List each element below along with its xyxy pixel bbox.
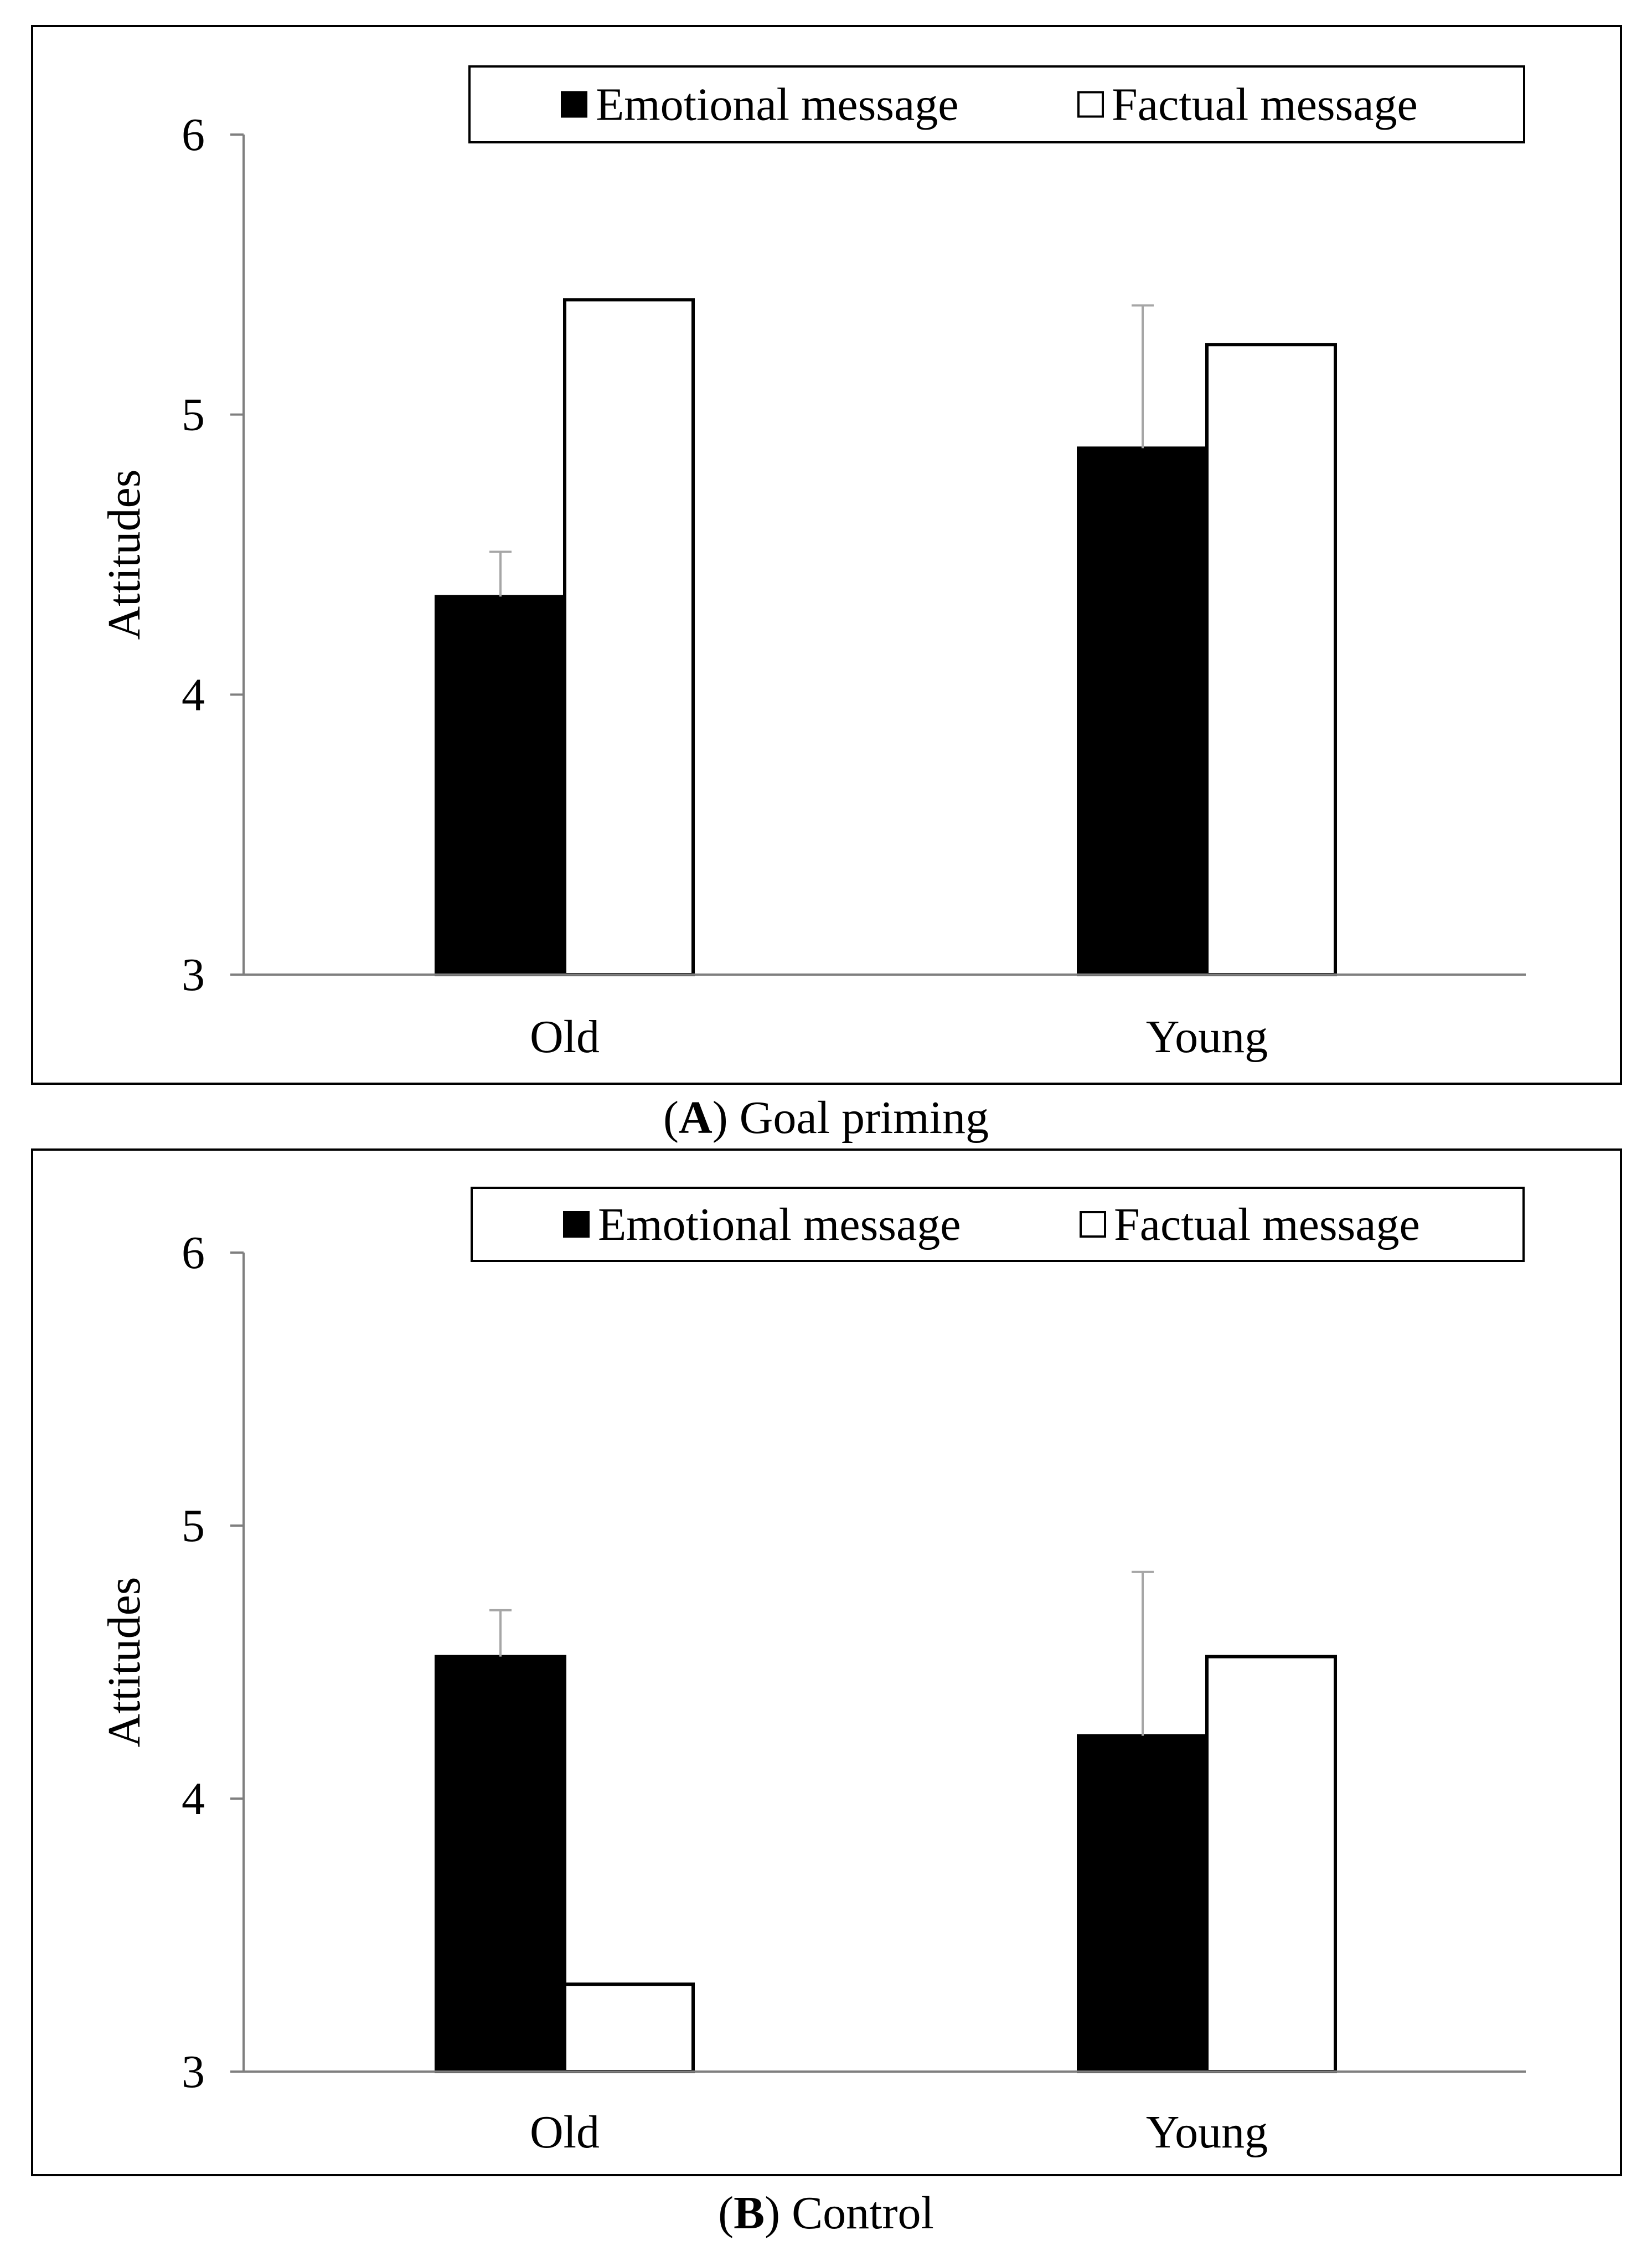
chart-panel-a: 3 4 5 6 Attitudes Old Young Emotional message Fa…	[31, 25, 1622, 1085]
chart-frame	[31, 25, 1622, 1085]
legend-label-factual: Factual message	[1112, 79, 1418, 131]
panel-a-letter: A	[679, 1092, 713, 1143]
legend-label-emotional: Emotional message	[598, 1199, 961, 1250]
y-axis-title: Attitudes	[99, 470, 150, 640]
y-tick-label: 3	[182, 949, 205, 1001]
panel-a-caption: (A) Goal priming	[663, 1092, 989, 1143]
legend-label-emotional: Emotional message	[596, 79, 959, 131]
bar-factual	[1205, 1655, 1337, 2073]
x-category-label: Young	[1146, 2106, 1268, 2158]
legend-swatch-emotional	[561, 91, 587, 118]
y-tick-label: 5	[182, 1500, 205, 1552]
chart-frame	[31, 1148, 1622, 2176]
panel-b-caption-text: ) Control	[765, 2187, 934, 2239]
legend-swatch-factual	[1080, 1211, 1106, 1238]
legend-box	[471, 1187, 1525, 1262]
y-tick-label: 6	[182, 1227, 205, 1279]
panel-b-caption: (B) Control	[718, 2187, 934, 2239]
legend-label-factual: Factual message	[1114, 1199, 1420, 1250]
bar-factual	[563, 298, 695, 976]
bar-emotional	[435, 595, 566, 976]
chart-panel-b: 3 4 5 6 Attitudes Old Young Emotional message Fa…	[31, 1148, 1622, 2176]
x-category-label: Old	[530, 2106, 600, 2158]
legend-swatch-emotional	[563, 1211, 590, 1238]
y-tick-label: 4	[182, 1773, 205, 1825]
legend-swatch-factual	[1077, 91, 1104, 118]
legend-box	[468, 65, 1525, 143]
bar-factual	[563, 1982, 695, 2073]
x-category-label: Old	[530, 1011, 600, 1063]
y-axis-title: Attitudes	[99, 1577, 150, 1748]
panel-b-letter: B	[734, 2187, 765, 2239]
panel-a-caption-text: ) Goal priming	[712, 1092, 989, 1143]
y-tick-label: 4	[182, 669, 205, 720]
bar-factual	[1205, 343, 1337, 976]
y-tick-label: 3	[182, 2046, 205, 2098]
y-tick-label: 6	[182, 109, 205, 161]
bar-emotional	[1077, 446, 1209, 976]
y-tick-label: 5	[182, 389, 205, 441]
x-category-label: Young	[1146, 1011, 1268, 1063]
bar-emotional	[1077, 1734, 1209, 2074]
bar-emotional	[435, 1655, 566, 2073]
